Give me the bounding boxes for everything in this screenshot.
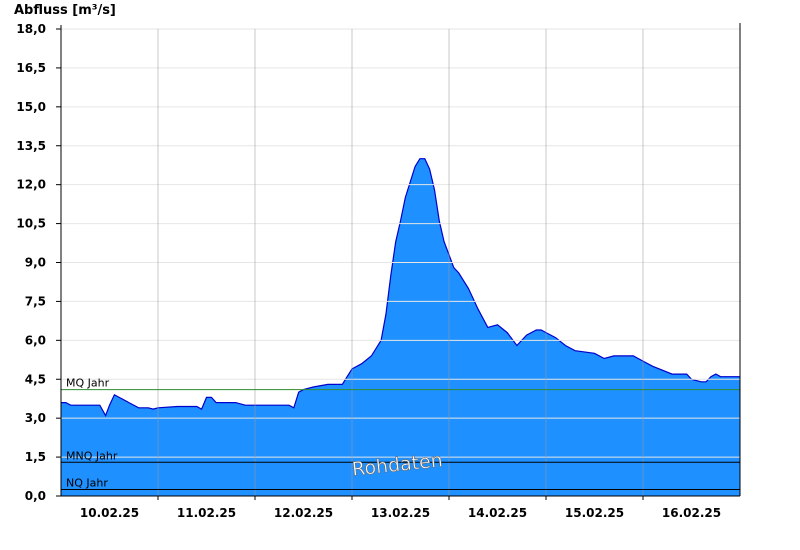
y-tick-label: 18,0 [16,22,46,36]
x-tick-label: 15.02.25 [565,506,624,520]
y-tick-label: 16,5 [16,61,46,75]
y-tick-label: 13,5 [16,139,46,153]
y-tick-label: 1,5 [25,450,46,464]
y-axis-title: Abfluss [m³/s] [14,3,116,18]
grid [61,28,740,496]
y-tick-label: 0,0 [25,489,46,503]
y-tick-label: 7,5 [25,294,46,308]
x-tick-label: 14.02.25 [468,506,527,520]
discharge-series [61,158,740,496]
x-tick-label: 12.02.25 [274,506,333,520]
y-tick-label: 15,0 [16,100,46,114]
discharge-area [61,158,740,496]
x-tick-label: 13.02.25 [371,506,430,520]
y-tick-label: 10,5 [16,217,46,231]
reference-lines: MQ Jahr MNQ Jahr NQ Jahr [61,377,740,491]
reference-line-label: MNQ Jahr [66,449,118,462]
y-tick-label: 6,0 [25,333,46,347]
x-tick-label: 11.02.25 [177,506,236,520]
x-tick-label: 16.02.25 [662,506,721,520]
y-tick-label: 4,5 [25,372,46,386]
reference-line-label: MQ Jahr [66,377,110,390]
y-tick-label: 12,0 [16,178,46,192]
reference-line-label: NQ Jahr [66,477,108,490]
axes: 0,0 1,5 3,0 4,5 6,0 7,5 9,0 10,5 12,0 13,5 15,0 16,… [16,22,741,520]
discharge-line [61,158,740,418]
y-tick-label: 3,0 [25,411,46,425]
x-tick-label: 10.02.25 [80,506,139,520]
y-tick-label: 9,0 [25,256,46,270]
